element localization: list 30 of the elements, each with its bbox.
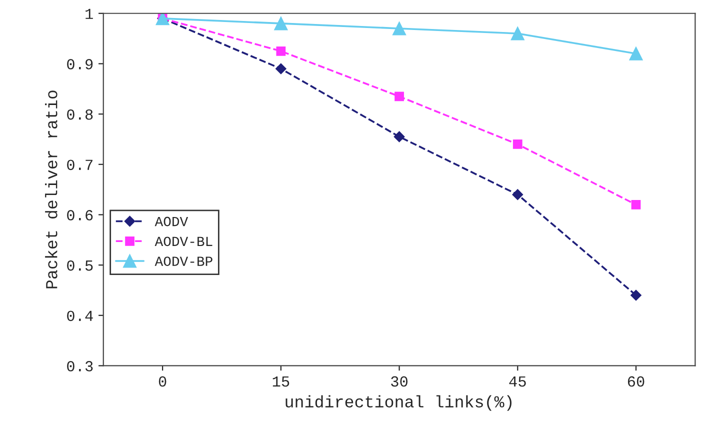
point xyxy=(392,22,406,36)
legend-label: AODV-BL xyxy=(154,236,212,246)
point xyxy=(512,140,522,149)
point xyxy=(510,26,524,40)
y-tick-label: 1 xyxy=(86,8,93,19)
point xyxy=(512,189,524,200)
point xyxy=(394,131,405,142)
point xyxy=(629,46,643,60)
y-tick-label: 0.6 xyxy=(67,210,93,220)
x-tick-label: 30 xyxy=(391,376,408,387)
y-tick-label: 0.9 xyxy=(67,59,93,70)
legend-label: AODV xyxy=(154,216,188,226)
y-axis-title: Packet deliver ratio xyxy=(45,90,58,288)
point xyxy=(274,16,288,30)
x-tick-label: 45 xyxy=(509,376,526,387)
y-tick-label: 0.5 xyxy=(67,260,93,271)
y-tick-label: 0.7 xyxy=(67,160,92,170)
point xyxy=(275,63,286,74)
y-tick-label: 0.8 xyxy=(67,109,93,120)
legend-label: AODV-BP xyxy=(154,256,212,266)
y-tick-label: 0.3 xyxy=(67,361,93,372)
point xyxy=(394,92,404,102)
point xyxy=(631,200,641,210)
point xyxy=(276,46,286,56)
x-tick-label: 60 xyxy=(628,376,644,387)
y-tick-label: 0.4 xyxy=(67,310,93,322)
x-tick-label: 0 xyxy=(158,376,166,387)
x-axis-title: unidirectional links(%) xyxy=(286,395,512,411)
point xyxy=(630,290,642,301)
x-tick-label: 15 xyxy=(272,376,290,387)
